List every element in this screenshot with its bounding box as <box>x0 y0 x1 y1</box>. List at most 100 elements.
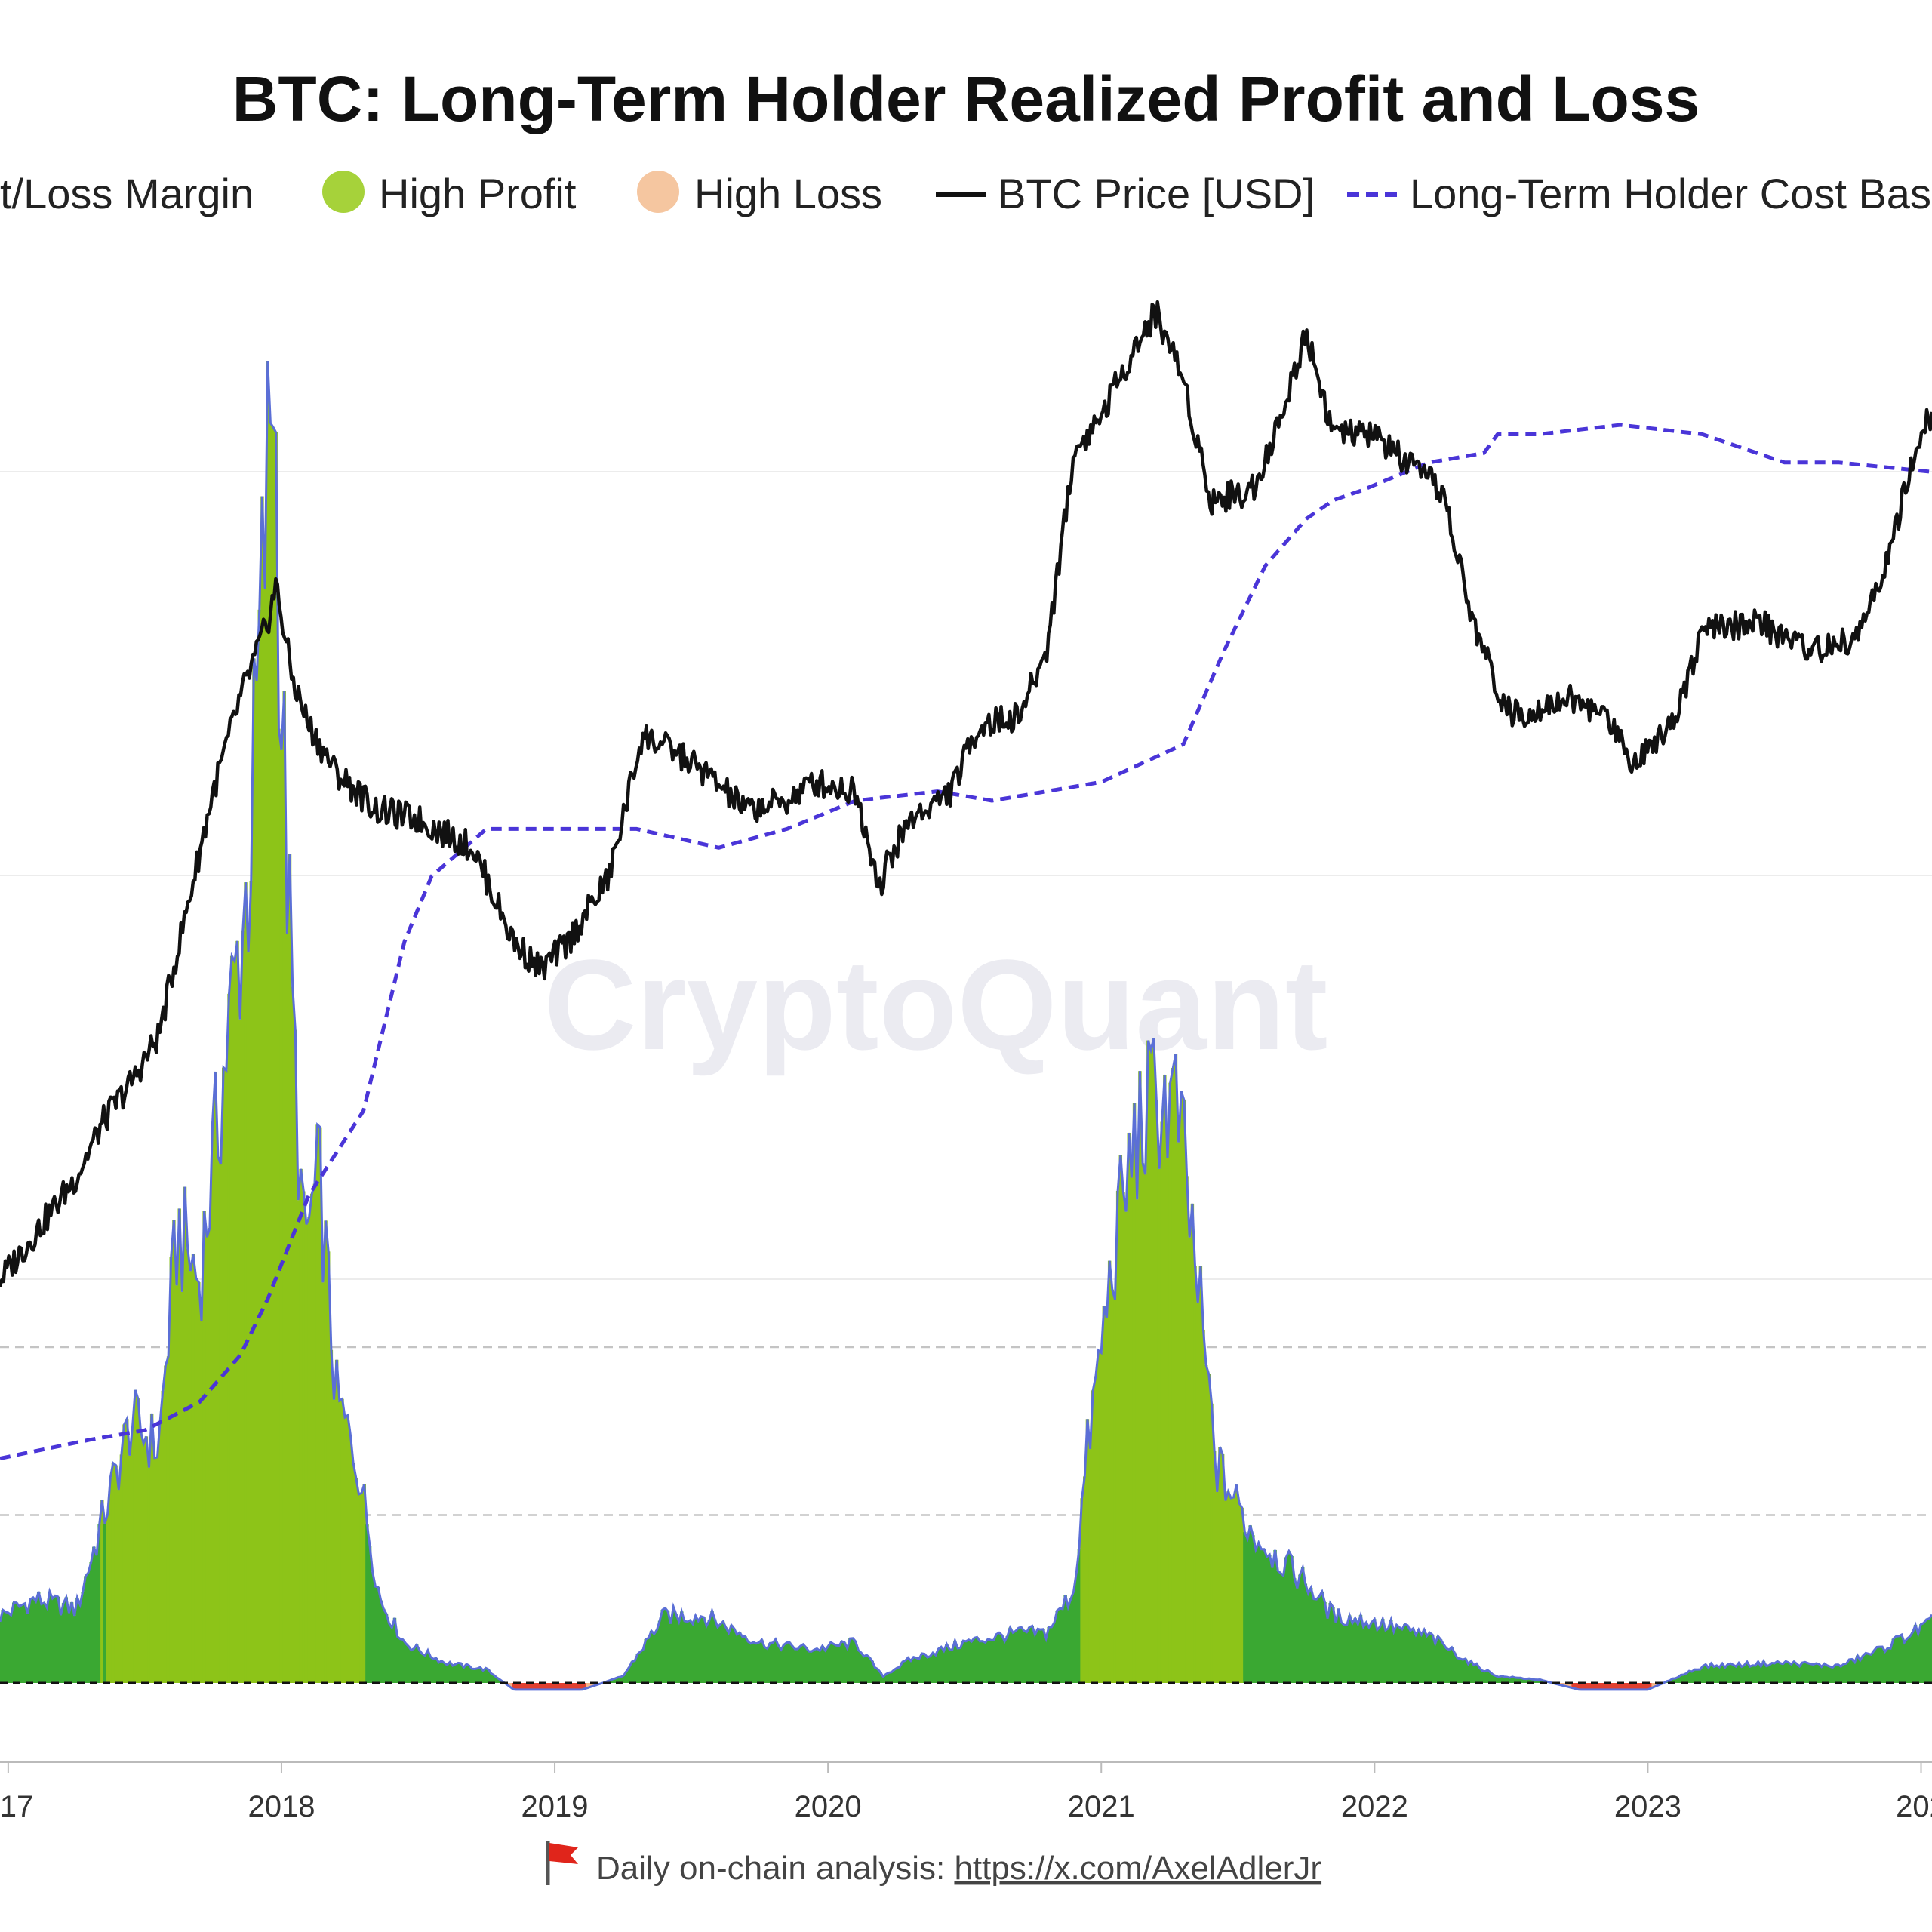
x-tick-label: 2018 <box>248 1790 315 1823</box>
margin-bar <box>1461 1660 1465 1683</box>
margin-bar <box>12 1602 16 1683</box>
margin-bar <box>1235 1484 1238 1683</box>
margin-bar <box>1312 1598 1316 1683</box>
margin-bar <box>1450 1647 1454 1683</box>
margin-bar <box>1276 1571 1280 1683</box>
margin-bar <box>1146 1040 1150 1683</box>
margin-bar <box>1041 1629 1045 1683</box>
margin-bar <box>1030 1626 1034 1683</box>
margin-bar <box>208 1228 212 1683</box>
margin-bar <box>1218 1447 1222 1683</box>
margin-bar <box>1251 1535 1255 1683</box>
footer-link[interactable]: https://x.com/AxelAdlerJr <box>954 1850 1321 1887</box>
margin-bar <box>382 1608 386 1683</box>
margin-bar <box>1011 1632 1015 1683</box>
margin-bar <box>312 1183 317 1683</box>
margin-bar <box>1825 1665 1829 1683</box>
margin-bar <box>448 1662 452 1683</box>
margin-bar <box>1375 1629 1380 1683</box>
margin-bar <box>1069 1598 1073 1683</box>
margin-bar <box>48 1591 52 1683</box>
margin-bar <box>164 1365 168 1683</box>
margin-bar <box>1212 1451 1217 1683</box>
margin-bar <box>1099 1352 1103 1683</box>
margin-bar <box>1629 1683 1633 1690</box>
margin-bar <box>1533 1679 1537 1683</box>
margin-bar <box>826 1646 830 1683</box>
margin-bar <box>417 1650 422 1683</box>
margin-bar <box>890 1672 894 1683</box>
margin-bar <box>1386 1628 1390 1683</box>
margin-bar <box>180 1291 184 1683</box>
margin-bar <box>672 1607 675 1683</box>
margin-bar <box>1080 1498 1084 1683</box>
margin-bar <box>630 1661 634 1683</box>
x-tick-label: 202 <box>1896 1790 1932 1823</box>
margin-bar <box>183 1186 187 1683</box>
margin-bar <box>807 1651 811 1683</box>
margin-bar <box>1163 1075 1167 1683</box>
margin-bar <box>122 1424 126 1683</box>
margin-bar <box>1811 1664 1815 1683</box>
margin-bar <box>94 1555 99 1683</box>
margin-bar <box>279 749 284 1683</box>
margin-bar <box>1820 1666 1823 1683</box>
margin-bar <box>343 1417 347 1683</box>
margin-bar <box>1728 1663 1733 1683</box>
margin-bar <box>652 1634 656 1683</box>
margin-bar <box>1303 1583 1308 1683</box>
margin-bar <box>859 1652 863 1683</box>
margin-bar <box>1273 1549 1277 1683</box>
margin-bar <box>531 1683 535 1690</box>
margin-bar <box>1215 1491 1220 1683</box>
legend: t/Loss Margin High Profit High Loss BTC … <box>0 170 1931 217</box>
margin-bar <box>1353 1618 1357 1683</box>
margin-bar <box>583 1683 587 1689</box>
margin-bar <box>945 1644 949 1683</box>
margin-bar <box>282 691 286 1683</box>
margin-bar <box>1453 1652 1457 1683</box>
margin-bar <box>69 1602 74 1683</box>
margin-bar <box>1132 1103 1137 1683</box>
margin-bar <box>964 1641 968 1683</box>
margin-bar <box>804 1647 808 1683</box>
margin-bar <box>771 1642 775 1683</box>
margin-bar <box>887 1672 891 1683</box>
margin-bar <box>768 1643 772 1683</box>
margin-bar <box>1905 1638 1909 1683</box>
margin-bar <box>1598 1683 1603 1690</box>
margin-bar <box>1497 1677 1501 1683</box>
margin-bar <box>224 1070 229 1683</box>
margin-bar <box>117 1489 121 1683</box>
margin-bar <box>1726 1664 1730 1683</box>
margin-bar <box>429 1657 432 1683</box>
margin-bar <box>1455 1658 1460 1683</box>
margin-bar <box>398 1638 402 1683</box>
margin-bar <box>404 1643 408 1683</box>
margin-bar <box>1577 1683 1581 1690</box>
margin-bar <box>1510 1676 1515 1683</box>
margin-bar <box>1331 1607 1335 1683</box>
margin-bar <box>875 1669 880 1683</box>
margin-bar <box>456 1663 460 1683</box>
margin-bar <box>1400 1629 1404 1683</box>
margin-bar <box>351 1463 355 1683</box>
margin-bar <box>1075 1572 1078 1683</box>
margin-bar <box>219 1164 223 1683</box>
margin-bar <box>1320 1592 1324 1683</box>
margin-bar <box>492 1675 496 1683</box>
margin-bar <box>1761 1661 1766 1683</box>
margin-bar <box>1872 1651 1876 1683</box>
margin-bar <box>475 1668 479 1683</box>
margin-bar <box>1110 1289 1115 1683</box>
margin-bar <box>1220 1454 1225 1683</box>
margin-bar <box>1207 1374 1211 1683</box>
margin-bar <box>622 1675 626 1683</box>
margin-bar <box>310 1193 314 1683</box>
margin-bar <box>1582 1683 1586 1690</box>
margin-bar <box>1019 1626 1023 1683</box>
margin-bar <box>1140 1163 1145 1683</box>
margin-bar <box>688 1620 692 1683</box>
margin-bar <box>1806 1663 1810 1683</box>
margin-bar <box>194 1278 198 1683</box>
